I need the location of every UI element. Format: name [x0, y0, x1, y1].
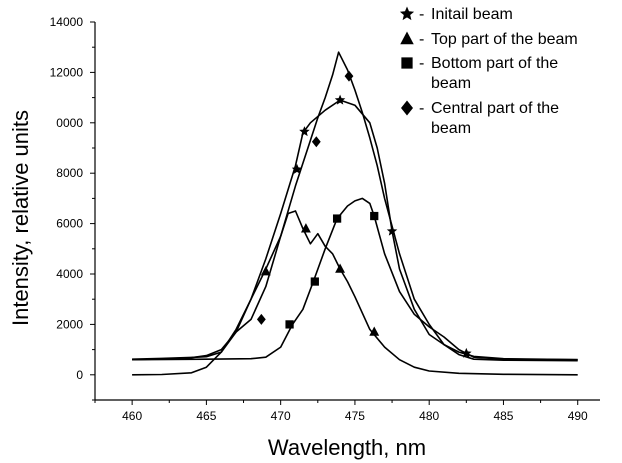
legend-label: Bottom part of the — [431, 55, 558, 72]
square-marker — [285, 320, 294, 329]
diamond-marker — [311, 136, 321, 148]
legend-label: Top part of the beam — [431, 31, 578, 48]
x-tick-label: 480 — [419, 409, 439, 423]
x-axis-title: Wavelength, nm — [268, 435, 426, 460]
markers — [256, 70, 472, 358]
triangle-marker — [335, 263, 346, 273]
triangle-marker — [300, 223, 311, 233]
legend-label: Initail beam — [431, 6, 513, 23]
y-tick-label: 12000 — [50, 65, 84, 79]
legend-dash: - — [419, 55, 424, 72]
y-tick-label: 14000 — [50, 15, 84, 29]
star-marker — [334, 94, 346, 105]
triangle-marker — [400, 31, 414, 45]
y-tick-label: 0 — [76, 368, 83, 382]
legend: - Initail beam- Top part of the beam- Botto… — [399, 6, 578, 137]
square-marker — [310, 277, 319, 286]
y-tick-label: 6000 — [56, 217, 83, 231]
y-axis-title: Intensity, relative units — [8, 110, 33, 326]
x-tick-label: 475 — [345, 409, 365, 423]
axes: 0 2000 4000 6000 8000 0000 12000 14000 460 465 470… — [50, 15, 600, 423]
y-tick-label: 8000 — [56, 166, 83, 180]
y-tick-label: 4000 — [56, 267, 83, 281]
series-line — [132, 210, 578, 376]
x-tick-label: 470 — [271, 409, 291, 423]
star-marker — [461, 347, 472, 358]
star-marker — [399, 6, 415, 21]
x-tick-label: 460 — [122, 409, 142, 423]
square-marker — [370, 211, 379, 221]
series-line — [132, 51, 578, 362]
y-tick-label: 0000 — [56, 116, 83, 130]
legend-dash: - — [419, 31, 424, 48]
legend-label: beam — [431, 75, 471, 92]
legend-dash: - — [419, 100, 424, 117]
x-tick-label: 465 — [196, 409, 216, 423]
square-marker — [332, 214, 342, 223]
triangle-marker — [260, 265, 271, 276]
diamond-marker — [256, 313, 266, 325]
star-marker — [299, 126, 310, 137]
star-marker — [291, 163, 303, 174]
legend-dash: - — [419, 6, 424, 23]
square-marker — [401, 57, 413, 69]
series-line — [132, 99, 578, 361]
diamond-marker — [401, 100, 413, 116]
series-line — [132, 197, 578, 361]
diamond-marker — [344, 70, 354, 82]
star-marker — [386, 225, 398, 236]
legend-label: beam — [431, 120, 471, 137]
x-tick-label: 490 — [568, 409, 588, 423]
legend-label: Central part of the — [431, 100, 559, 117]
y-tick-label: 2000 — [56, 317, 83, 331]
x-tick-label: 485 — [493, 409, 513, 423]
triangle-marker — [369, 326, 380, 336]
